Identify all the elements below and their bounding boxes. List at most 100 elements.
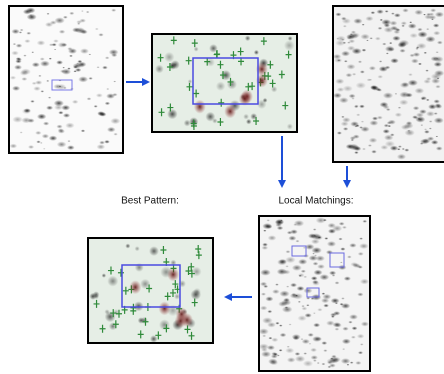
texture: [332, 225, 342, 231]
texture: [265, 296, 273, 301]
texture: [271, 352, 277, 356]
texture: [333, 54, 341, 59]
texture: [262, 335, 266, 338]
texture: [93, 291, 100, 298]
texture: [351, 139, 354, 141]
texture: [390, 26, 397, 31]
diagram: Best Pattern: Local Matchings:: [0, 0, 444, 374]
texture: [333, 93, 342, 98]
texture: [311, 233, 321, 239]
texture: [341, 51, 350, 57]
texture: [285, 348, 294, 354]
texture: [49, 43, 54, 46]
texture: [38, 75, 41, 77]
texture: [43, 148, 46, 150]
texture: [433, 31, 440, 35]
texture: [317, 308, 322, 311]
texture: [354, 151, 358, 154]
texture: [378, 27, 383, 30]
texture: [347, 364, 350, 366]
texture: [408, 23, 417, 28]
texture: [57, 141, 67, 147]
texture: [263, 285, 268, 288]
texture: [390, 58, 398, 63]
texture: [352, 73, 356, 76]
texture: [278, 301, 287, 307]
texture: [339, 97, 349, 103]
texture: [337, 59, 341, 61]
texture: [321, 341, 327, 345]
texture: [106, 88, 109, 90]
texture: [382, 43, 386, 46]
texture: [420, 96, 426, 100]
texture: [313, 323, 320, 327]
texture: [266, 225, 273, 229]
texture: [429, 128, 432, 130]
texture: [347, 256, 352, 259]
texture: [194, 47, 199, 52]
texture: [398, 42, 407, 48]
texture: [72, 100, 78, 104]
texture: [171, 60, 180, 69]
texture: [385, 66, 390, 69]
texture: [404, 149, 409, 152]
texture: [326, 250, 333, 254]
texture: [397, 154, 406, 160]
texture: [47, 13, 50, 15]
texture: [263, 230, 266, 232]
texture: [298, 259, 307, 265]
texture: [323, 349, 327, 352]
texture: [20, 70, 29, 75]
texture: [335, 328, 340, 331]
texture: [69, 12, 74, 15]
texture: [20, 29, 24, 31]
texture: [314, 270, 323, 276]
texture: [424, 130, 430, 134]
texture: [353, 263, 361, 268]
label: Local Matchings:: [278, 196, 353, 207]
texture: [109, 49, 119, 55]
texture: [384, 135, 393, 141]
texture: [390, 146, 398, 151]
texture: [58, 111, 63, 114]
texture: [420, 124, 423, 126]
texture: [58, 128, 64, 132]
texture: [311, 247, 321, 254]
texture: [42, 134, 49, 139]
texture: [59, 86, 62, 88]
texture: [259, 344, 269, 350]
texture: [164, 52, 174, 62]
texture: [415, 88, 425, 94]
texture: [388, 125, 392, 127]
texture: [81, 10, 84, 12]
texture: [433, 24, 439, 28]
texture: [323, 304, 329, 308]
texture: [346, 73, 353, 77]
texture: [380, 145, 388, 150]
texture: [113, 133, 117, 136]
texture: [389, 42, 392, 44]
texture: [401, 124, 410, 129]
texture: [68, 48, 77, 54]
texture: [371, 150, 377, 153]
texture: [102, 273, 106, 277]
texture: [69, 55, 73, 57]
texture: [11, 29, 19, 34]
texture: [398, 145, 402, 147]
texture: [313, 359, 317, 361]
texture: [284, 40, 295, 51]
texture: [23, 9, 32, 14]
texture: [386, 108, 391, 111]
texture: [342, 327, 348, 331]
texture: [437, 41, 443, 45]
texture: [80, 48, 89, 54]
texture: [192, 267, 202, 277]
texture: [435, 85, 440, 88]
texture: [402, 8, 408, 12]
texture: [435, 51, 438, 53]
texture: [349, 243, 356, 248]
texture: [362, 148, 366, 150]
texture: [75, 68, 81, 72]
texture: [53, 39, 59, 43]
texture: [297, 286, 305, 291]
